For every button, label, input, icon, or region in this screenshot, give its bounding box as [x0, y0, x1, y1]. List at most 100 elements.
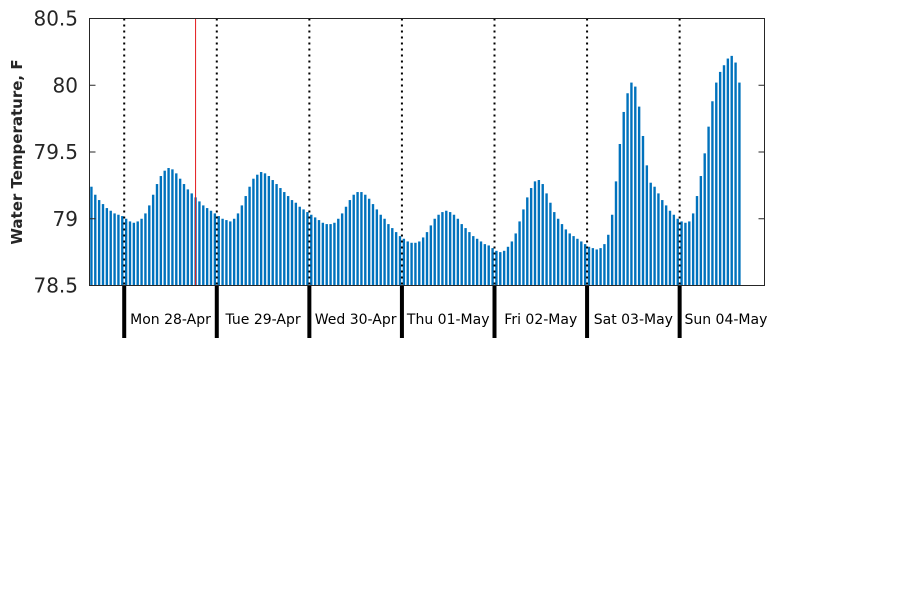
bar — [734, 62, 737, 286]
bar — [510, 241, 514, 286]
bar — [244, 196, 247, 286]
bar — [634, 86, 637, 286]
bar — [541, 184, 544, 286]
bar — [622, 111, 625, 286]
bar — [283, 192, 286, 286]
day-label: Thu 01-May — [406, 312, 490, 328]
bar — [124, 218, 128, 286]
bar — [572, 236, 575, 286]
bar — [641, 135, 645, 286]
bar — [271, 180, 274, 286]
bar — [356, 192, 359, 286]
bar — [151, 194, 155, 286]
bar — [522, 209, 525, 286]
bar — [398, 236, 402, 286]
bar — [699, 176, 703, 286]
bar — [121, 216, 124, 286]
bar — [502, 250, 506, 286]
y-axis-ticks: 80.5 80 79.5 79 78.5 — [33, 7, 765, 298]
bar — [267, 176, 271, 286]
bar — [657, 193, 660, 286]
bar — [711, 101, 714, 286]
bar — [684, 222, 687, 286]
day-label: Wed 30-Apr — [315, 312, 397, 328]
bar — [664, 205, 668, 286]
bar — [691, 213, 695, 286]
bar — [529, 188, 533, 286]
bar — [371, 204, 375, 286]
bar — [707, 126, 710, 286]
bar — [379, 214, 382, 286]
bar — [452, 214, 456, 286]
bar — [360, 192, 363, 286]
bar — [718, 71, 722, 286]
bar — [263, 173, 267, 286]
bar — [645, 165, 649, 286]
bar — [514, 233, 517, 286]
bar — [256, 174, 259, 286]
bar — [587, 246, 591, 286]
bar — [140, 218, 143, 286]
bar — [583, 244, 587, 286]
bar — [213, 213, 217, 286]
bar — [167, 168, 170, 286]
bar — [668, 210, 672, 286]
bar — [383, 218, 386, 286]
bar — [325, 224, 328, 286]
y-tick-label: 79.5 — [33, 140, 78, 164]
bar — [306, 212, 309, 286]
bar — [321, 222, 325, 286]
bar — [599, 248, 602, 286]
day-label: Mon 28-Apr — [130, 312, 211, 328]
bar — [418, 241, 421, 286]
bar — [221, 218, 224, 286]
bar — [136, 221, 139, 286]
bar — [337, 218, 340, 286]
bar — [333, 222, 336, 286]
bar — [178, 178, 182, 286]
bar — [738, 82, 741, 286]
x-axis-day-labels: Mon 28-Apr Tue 29-Apr Wed 30-Apr Thu 01-May… — [130, 312, 767, 328]
bar — [715, 82, 718, 286]
bar — [132, 222, 136, 286]
bar — [402, 238, 406, 286]
bar — [695, 196, 699, 286]
bar — [676, 218, 679, 286]
bar — [344, 206, 348, 286]
day-label: Tue 29-Apr — [225, 312, 301, 328]
bar — [375, 209, 379, 286]
bar — [313, 217, 317, 286]
bar — [421, 237, 425, 286]
bar — [610, 214, 614, 286]
bar — [290, 200, 294, 286]
day-dividers — [122, 18, 682, 338]
bar — [310, 214, 313, 286]
bar — [448, 212, 452, 286]
bar — [533, 181, 537, 286]
bar — [205, 208, 209, 286]
bar — [487, 245, 490, 286]
bar — [441, 212, 444, 286]
bar — [294, 202, 298, 286]
bar — [499, 252, 502, 286]
bar — [560, 224, 564, 286]
bar — [553, 212, 556, 286]
bar — [506, 246, 510, 286]
bar — [661, 200, 664, 286]
bar — [387, 224, 390, 286]
bar — [171, 169, 174, 286]
bar — [317, 220, 321, 286]
bar — [348, 200, 352, 286]
bar — [329, 224, 332, 286]
bar — [468, 232, 471, 286]
bar — [726, 58, 730, 286]
y-tick-label: 80.5 — [33, 7, 78, 31]
bar — [117, 214, 120, 286]
bar — [209, 210, 213, 286]
bar — [483, 244, 487, 286]
bar — [202, 205, 205, 286]
bar — [225, 220, 228, 286]
bar — [144, 213, 147, 286]
bar — [556, 218, 560, 286]
